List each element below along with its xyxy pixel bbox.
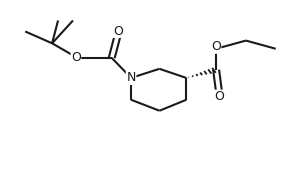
Text: O: O	[71, 51, 81, 64]
Text: O: O	[113, 25, 123, 38]
Text: O: O	[214, 90, 224, 103]
Text: O: O	[211, 41, 221, 53]
Text: N: N	[126, 71, 136, 84]
